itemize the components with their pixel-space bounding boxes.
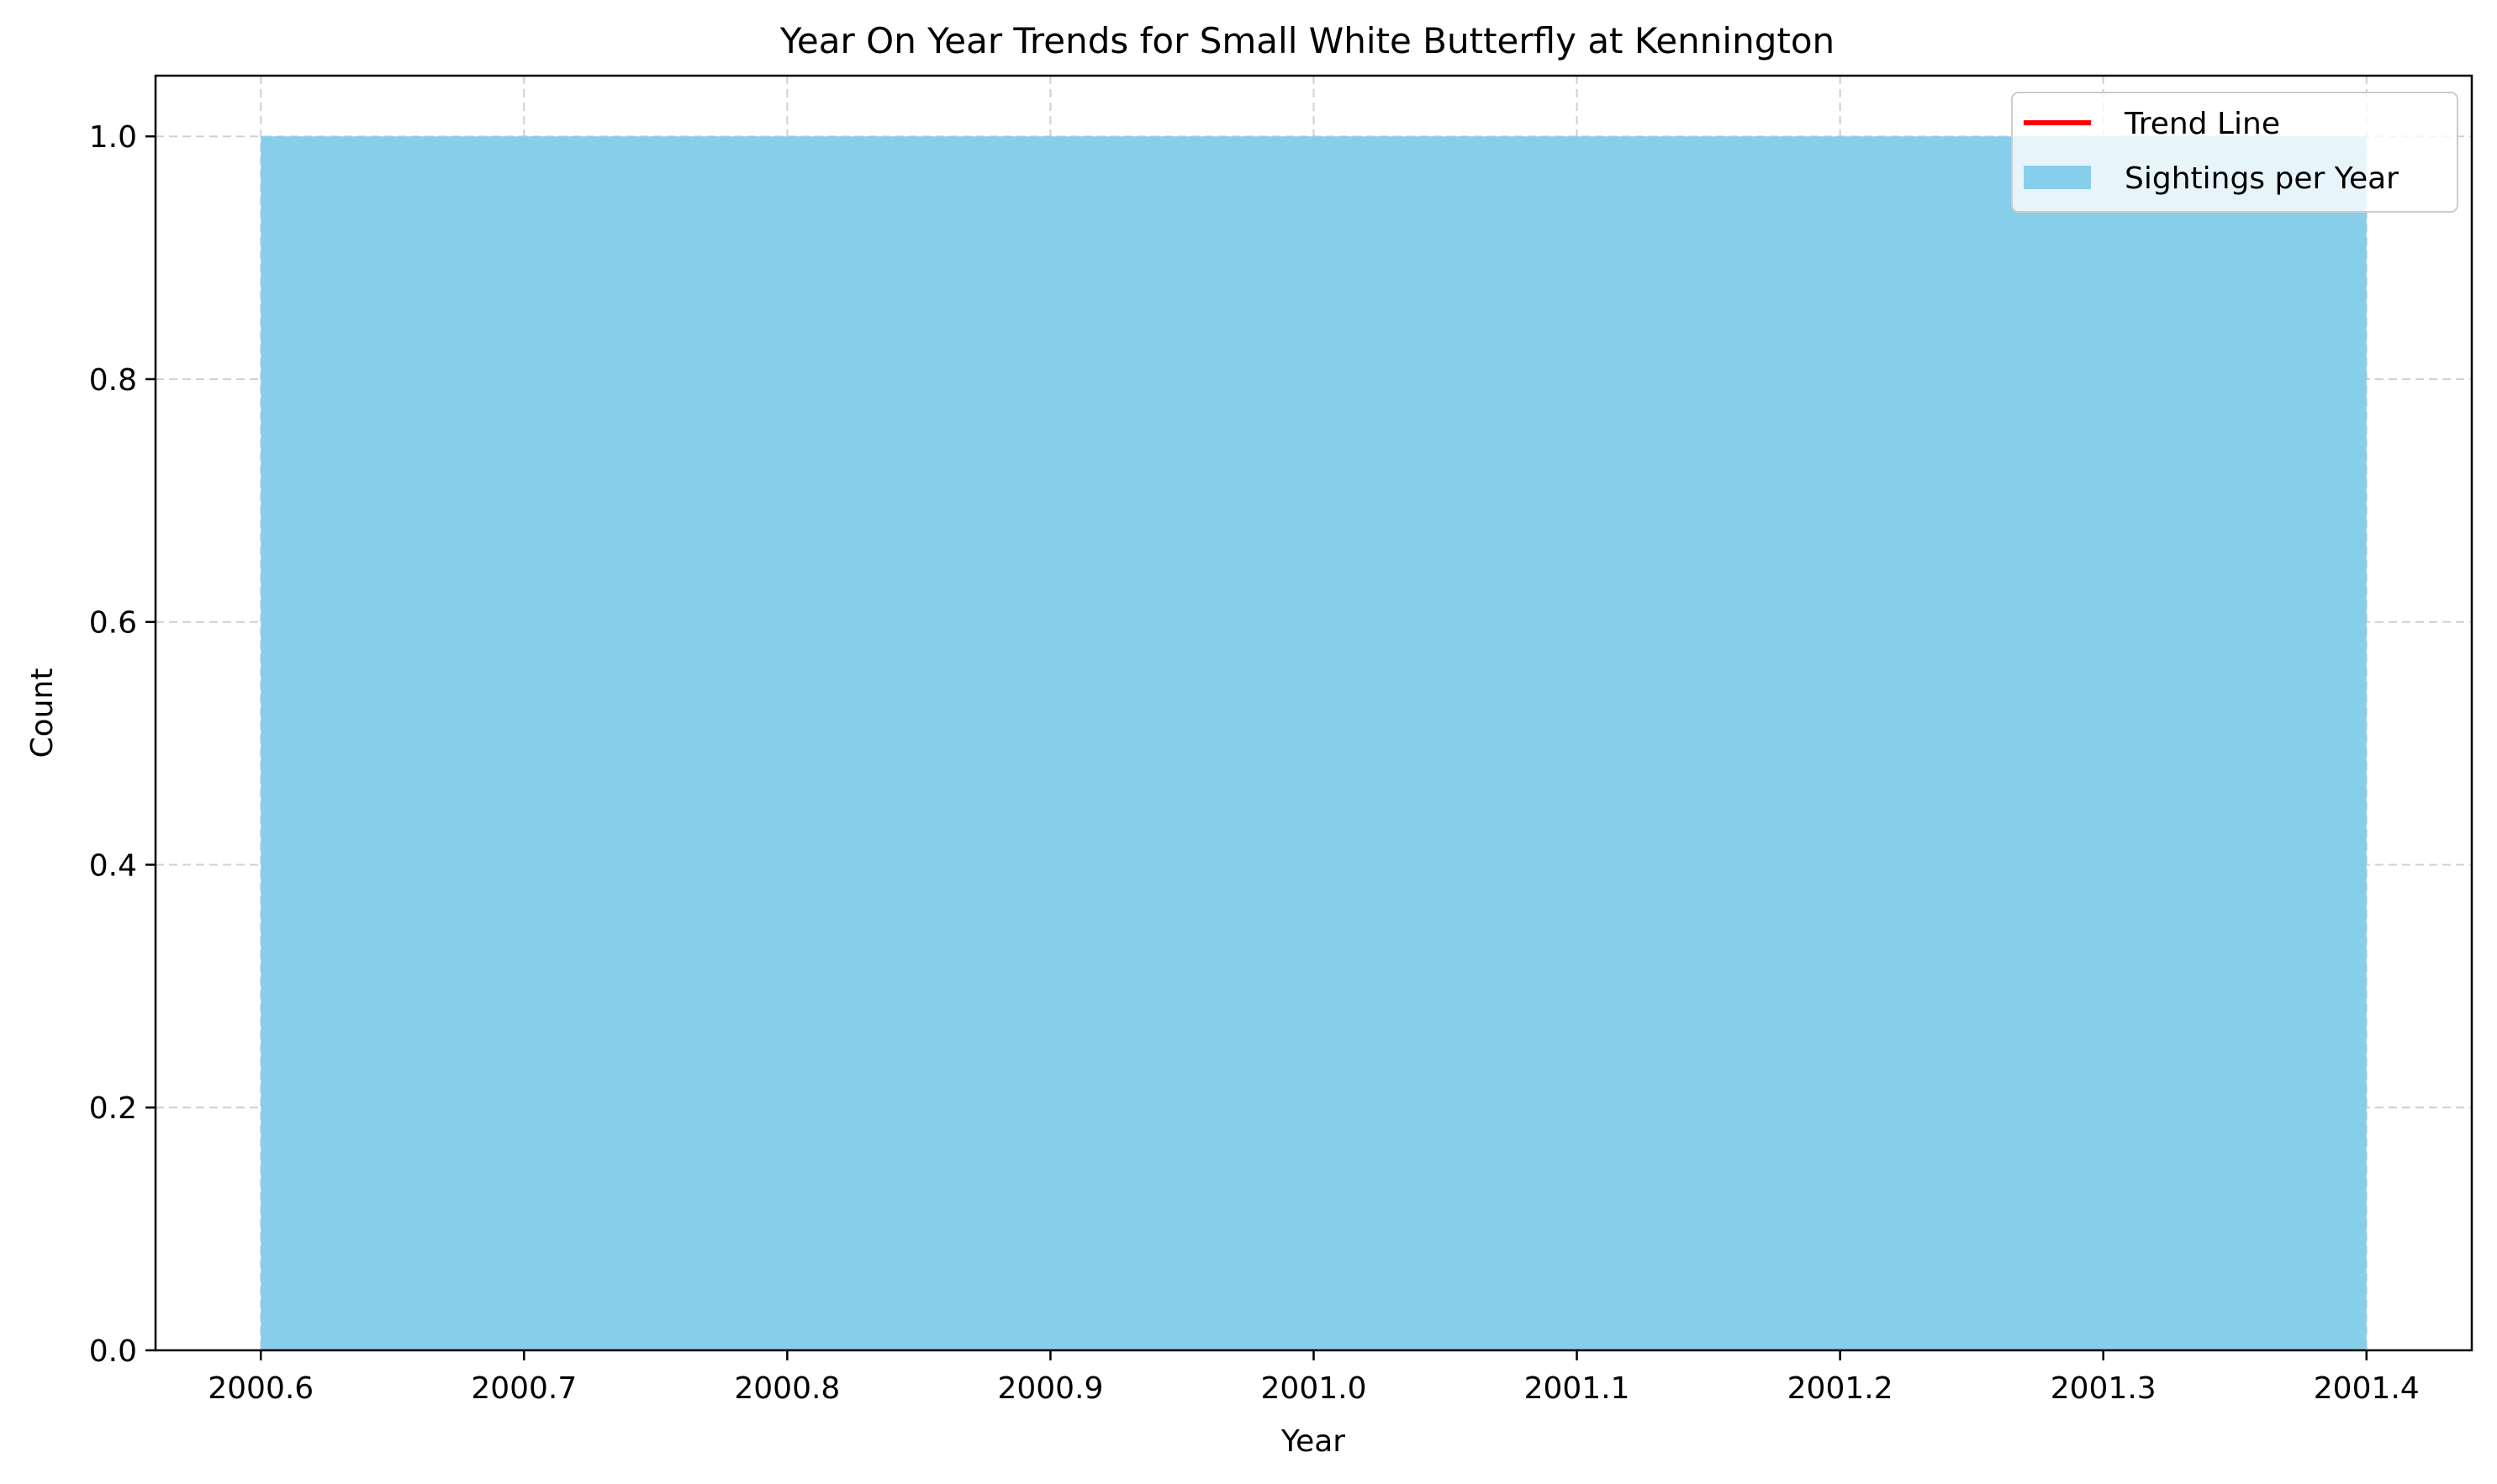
x-tick-label: 2001.4 xyxy=(2314,1371,2420,1406)
y-tick-label: 0.4 xyxy=(89,848,137,883)
x-tick-label: 2001.0 xyxy=(1261,1371,1367,1406)
bars-layer xyxy=(261,136,2367,1351)
x-axis-label: Year xyxy=(1280,1424,1345,1459)
legend-trend-line-label: Trend Line xyxy=(2124,107,2280,141)
x-tick-label: 2000.9 xyxy=(997,1371,1103,1406)
x-tick-label: 2001.1 xyxy=(1524,1371,1630,1406)
x-tick-label: 2001.3 xyxy=(2051,1371,2156,1406)
y-tick-label: 1.0 xyxy=(89,120,137,155)
x-tick-label: 2000.8 xyxy=(734,1371,840,1406)
chart-title: Year On Year Trends for Small White Butt… xyxy=(779,20,1834,61)
y-tick-label: 0.0 xyxy=(89,1334,137,1369)
x-axis-ticks: 2000.6 2000.7 2000.8 2000.9 2001.0 2001.1 2001… xyxy=(208,1350,2420,1406)
legend-sightings-label: Sightings per Year xyxy=(2125,161,2399,196)
y-tick-label: 0.6 xyxy=(89,606,137,641)
legend-box xyxy=(2011,92,2458,213)
legend: Trend Line Sightings per Year xyxy=(2011,92,2458,213)
x-tick-label: 2001.2 xyxy=(1787,1371,1893,1406)
x-tick-label: 2000.7 xyxy=(471,1371,577,1406)
legend-sightings-swatch xyxy=(2024,166,2091,189)
y-tick-label: 0.8 xyxy=(89,363,137,398)
x-tick-label: 2000.6 xyxy=(208,1371,314,1406)
y-axis-ticks: 0.0 0.2 0.4 0.6 0.8 1.0 xyxy=(89,120,156,1369)
y-tick-label: 0.2 xyxy=(89,1091,137,1126)
bar xyxy=(261,136,2367,1351)
y-axis-label: Count xyxy=(25,668,60,758)
